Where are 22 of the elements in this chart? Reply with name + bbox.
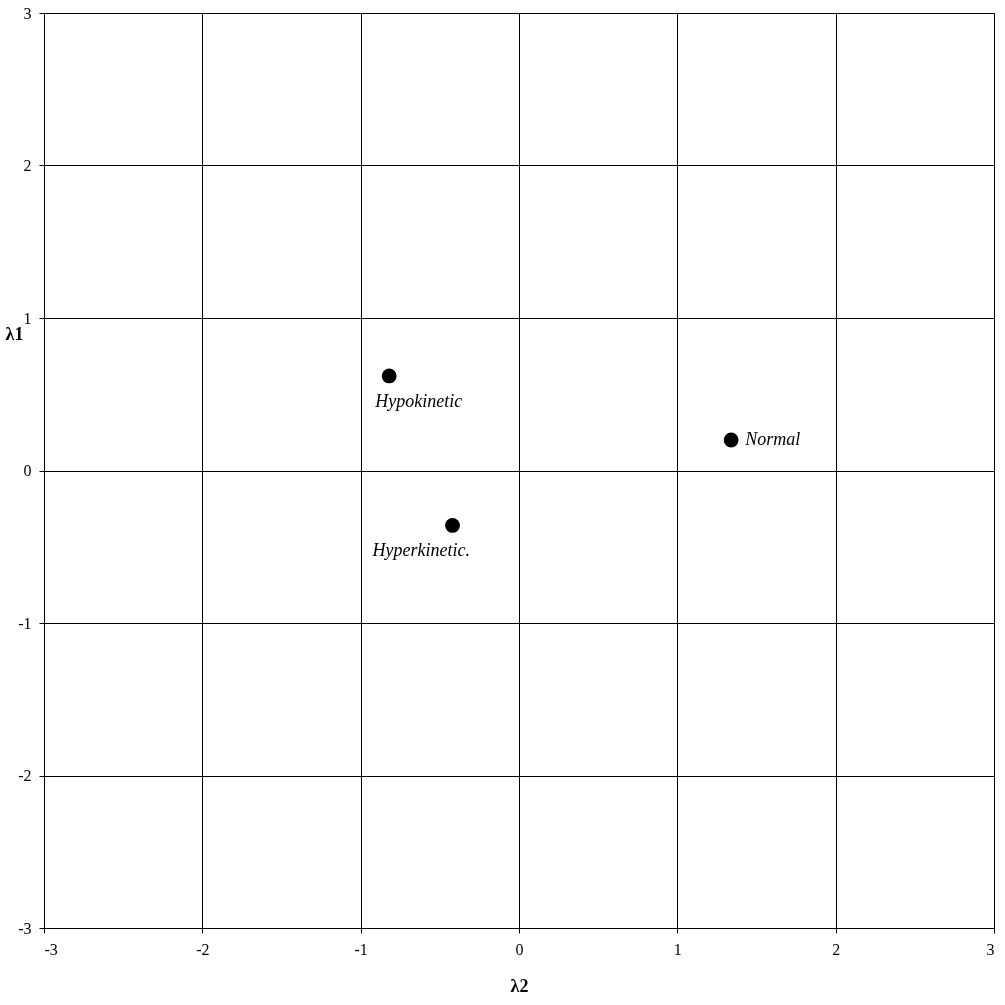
x-tick-label: 2: [832, 940, 841, 958]
point: [723, 432, 739, 448]
y-tick-label: 2: [23, 157, 32, 174]
x-tick-label: 3: [986, 940, 995, 958]
y-axis-title: λ1: [5, 323, 24, 344]
series-label: Normal: [744, 429, 801, 449]
x-tick-label: 0: [515, 940, 524, 958]
x-tick-label: -3: [44, 940, 58, 958]
y-tick-label: -1: [18, 614, 32, 632]
y-tick-label: 0: [23, 462, 32, 479]
x-tick-label: 1: [673, 940, 682, 958]
x-tick-label: -1: [354, 940, 368, 958]
y-tick-label: 3: [23, 4, 32, 22]
y-tick-label: 1: [23, 309, 32, 327]
x-tick-label: -2: [196, 940, 210, 958]
x-axis-title: λ2: [510, 975, 529, 996]
series-label: Hyperkinetic.: [371, 540, 470, 561]
series-label: Hypokinetic: [374, 390, 463, 411]
point: [381, 368, 397, 384]
y-tick-label: -2: [18, 767, 32, 784]
y-tick-label: -3: [18, 919, 32, 937]
point: [445, 518, 460, 533]
